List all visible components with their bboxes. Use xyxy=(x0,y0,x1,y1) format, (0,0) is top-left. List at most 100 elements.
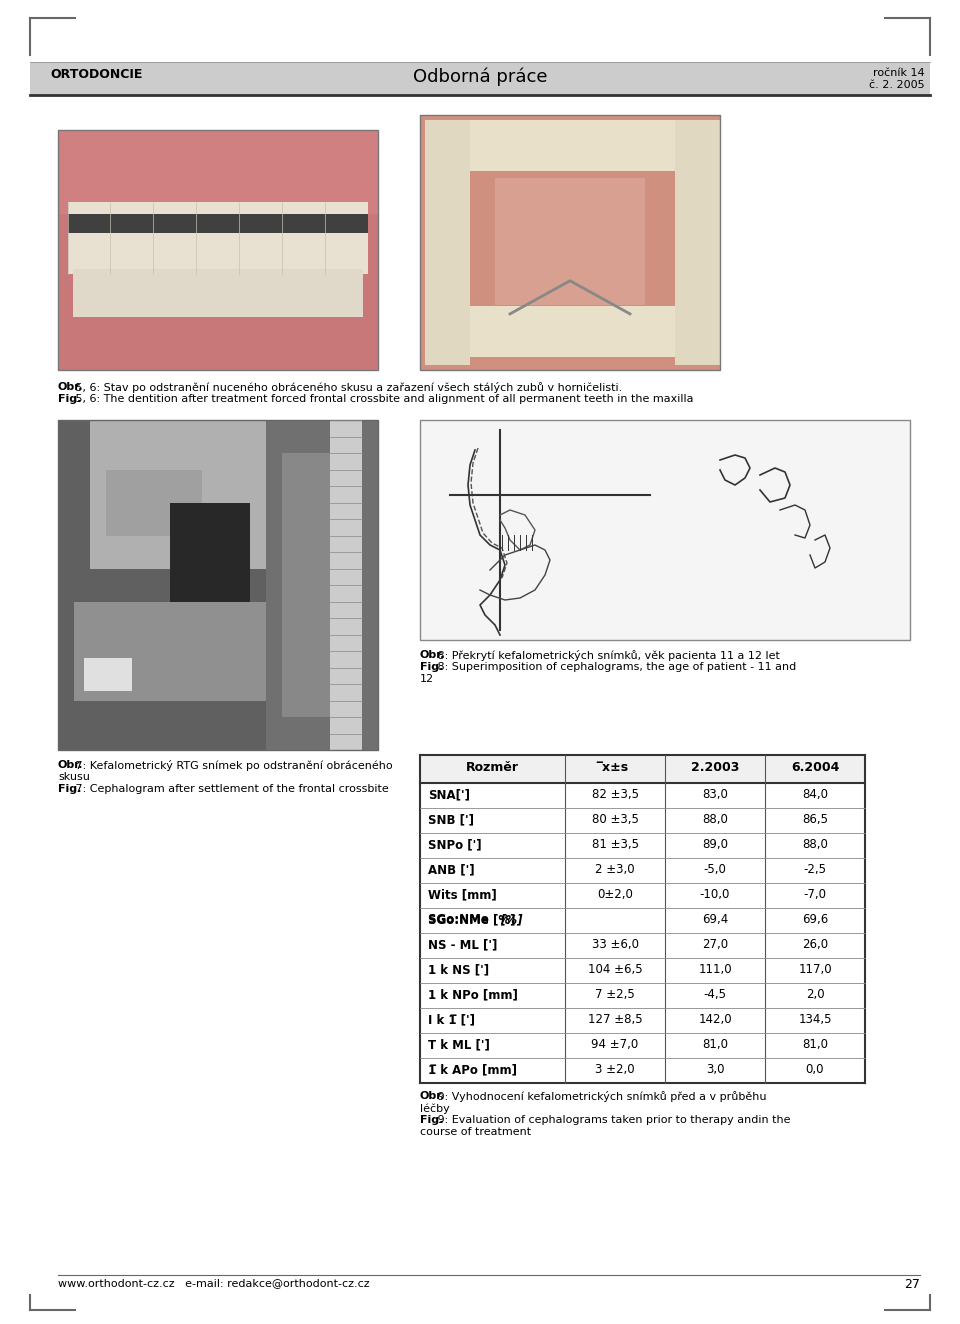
Text: 2 ±3,0: 2 ±3,0 xyxy=(595,863,635,876)
Text: 8: Překrytí kefalometrických snímků, věk pacienta 11 a 12 let: 8: Překrytí kefalometrických snímků, věk… xyxy=(434,650,780,661)
Text: SNA[']: SNA['] xyxy=(428,788,470,801)
Text: course of treatment: course of treatment xyxy=(420,1127,531,1137)
Bar xyxy=(420,420,910,639)
Text: 117,0: 117,0 xyxy=(798,963,831,976)
Text: Obr.: Obr. xyxy=(58,760,84,771)
Text: 88,0: 88,0 xyxy=(802,838,828,851)
Text: Fig.: Fig. xyxy=(58,395,82,404)
Text: 0,0: 0,0 xyxy=(805,1063,825,1076)
Text: 3 ±2,0: 3 ±2,0 xyxy=(595,1063,635,1076)
Text: 27,0: 27,0 xyxy=(702,937,728,951)
Text: skusu: skusu xyxy=(58,772,90,782)
Bar xyxy=(58,274,378,369)
Text: 134,5: 134,5 xyxy=(799,1013,831,1026)
Text: 83,0: 83,0 xyxy=(702,788,728,801)
Bar xyxy=(282,453,346,718)
Text: 2.2003: 2.2003 xyxy=(691,761,739,775)
Bar xyxy=(73,269,363,318)
Text: 1 k NS [']: 1 k NS ['] xyxy=(428,963,490,976)
Bar xyxy=(425,120,470,365)
Text: Fig.: Fig. xyxy=(420,662,444,673)
Text: léčby: léčby xyxy=(420,1103,449,1113)
Bar xyxy=(106,470,202,535)
Text: SGo:NMe [%]: SGo:NMe [%] xyxy=(428,914,516,925)
Bar xyxy=(74,601,298,700)
Bar xyxy=(58,130,378,369)
Text: 69,6: 69,6 xyxy=(802,914,828,925)
Bar xyxy=(420,755,865,1083)
Text: 81 ±3,5: 81 ±3,5 xyxy=(591,838,638,851)
Text: 84,0: 84,0 xyxy=(802,788,828,801)
Text: 9: Evaluation of cephalograms taken prior to therapy andin the: 9: Evaluation of cephalograms taken prio… xyxy=(434,1115,791,1125)
Text: 9: Vyhodnocení kefalometrických snímků před a v průběhu: 9: Vyhodnocení kefalometrických snímků p… xyxy=(434,1091,767,1102)
Bar xyxy=(84,658,132,691)
Text: 26,0: 26,0 xyxy=(802,937,828,951)
Text: 88,0: 88,0 xyxy=(702,813,728,826)
Text: 69,4: 69,4 xyxy=(702,914,728,925)
Bar xyxy=(58,130,378,369)
Text: 104 ±6,5: 104 ±6,5 xyxy=(588,963,642,976)
Text: I k 1̅ [']: I k 1̅ ['] xyxy=(428,1013,475,1026)
Bar xyxy=(425,120,715,171)
Bar xyxy=(330,420,362,749)
Bar xyxy=(58,420,378,749)
Text: 8: Superimposition of cephalograms, the age of patient - 11 and: 8: Superimposition of cephalograms, the … xyxy=(434,662,797,673)
Text: www.orthodont-cz.cz   e-mail: redakce@orthodont-cz.cz: www.orthodont-cz.cz e-mail: redakce@orth… xyxy=(58,1278,370,1288)
Bar xyxy=(58,130,378,214)
Bar xyxy=(90,420,266,568)
Bar xyxy=(30,62,930,95)
Text: NS - ML [']: NS - ML ['] xyxy=(428,937,497,951)
Text: 127 ±8,5: 127 ±8,5 xyxy=(588,1013,642,1026)
Bar xyxy=(675,120,720,365)
Text: Obr.: Obr. xyxy=(420,650,445,659)
Text: 81,0: 81,0 xyxy=(802,1038,828,1051)
Text: 5, 6: Stav po odstranění nuceného obráceného skusu a zařazení všech stálých zubů: 5, 6: Stav po odstranění nuceného obráce… xyxy=(72,383,623,393)
Text: 7: Kefalometrický RTG snímek po odstranění obráceného: 7: Kefalometrický RTG snímek po odstraně… xyxy=(72,760,393,771)
Text: Obr.: Obr. xyxy=(420,1091,445,1102)
Text: 89,0: 89,0 xyxy=(702,838,728,851)
Text: 82 ±3,5: 82 ±3,5 xyxy=(591,788,638,801)
Bar xyxy=(420,115,720,369)
Text: 7 ±2,5: 7 ±2,5 xyxy=(595,988,635,1001)
Bar xyxy=(170,503,250,618)
Text: 6.2004: 6.2004 xyxy=(791,761,839,775)
Text: -10,0: -10,0 xyxy=(700,888,731,902)
Text: -4,5: -4,5 xyxy=(704,988,727,1001)
Bar xyxy=(58,420,378,749)
Text: 1 k NPo [mm]: 1 k NPo [mm] xyxy=(428,988,517,1001)
Text: Rozměr: Rozměr xyxy=(466,761,519,775)
Text: 3,0: 3,0 xyxy=(706,1063,724,1076)
Text: ANB [']: ANB ['] xyxy=(428,863,474,876)
Text: SNPo [']: SNPo ['] xyxy=(428,838,482,851)
Text: 111,0: 111,0 xyxy=(698,963,732,976)
Text: 80 ±3,5: 80 ±3,5 xyxy=(591,813,638,826)
Text: -5,0: -5,0 xyxy=(704,863,727,876)
Text: Fig.: Fig. xyxy=(420,1115,444,1125)
Text: 5, 6: The dentition after treatment forced frontal crossbite and alignment of al: 5, 6: The dentition after treatment forc… xyxy=(72,395,694,404)
Text: SNB [']: SNB ['] xyxy=(428,813,474,826)
Bar xyxy=(420,755,865,782)
Text: SGo:NMe: SGo:NMe xyxy=(428,914,493,925)
Text: Fig.: Fig. xyxy=(58,784,82,794)
Text: Wits [mm]: Wits [mm] xyxy=(428,888,496,902)
Bar xyxy=(425,306,715,357)
Text: 0±2,0: 0±2,0 xyxy=(597,888,633,902)
Text: T k ML [']: T k ML ['] xyxy=(428,1038,490,1051)
Text: 7: Cephalogram after settlement of the frontal crossbite: 7: Cephalogram after settlement of the f… xyxy=(72,784,389,794)
Text: 142,0: 142,0 xyxy=(698,1013,732,1026)
Text: ORTODONCIE: ORTODONCIE xyxy=(50,68,142,81)
Text: 2,0: 2,0 xyxy=(805,988,825,1001)
Text: 12: 12 xyxy=(420,674,434,685)
Bar xyxy=(58,420,378,749)
Bar xyxy=(495,177,645,305)
Bar xyxy=(68,214,368,233)
Text: 27: 27 xyxy=(904,1278,920,1291)
Bar xyxy=(420,115,720,369)
Text: 1̅ k APo [mm]: 1̅ k APo [mm] xyxy=(428,1063,517,1076)
Text: Obr.: Obr. xyxy=(58,383,84,392)
Text: ročník 14: ročník 14 xyxy=(874,68,925,78)
Text: Odborná práce: Odborná práce xyxy=(413,68,547,86)
Text: -2,5: -2,5 xyxy=(804,863,827,876)
Text: 94 ±7,0: 94 ±7,0 xyxy=(591,1038,638,1051)
Text: 33 ±6,0: 33 ±6,0 xyxy=(591,937,638,951)
